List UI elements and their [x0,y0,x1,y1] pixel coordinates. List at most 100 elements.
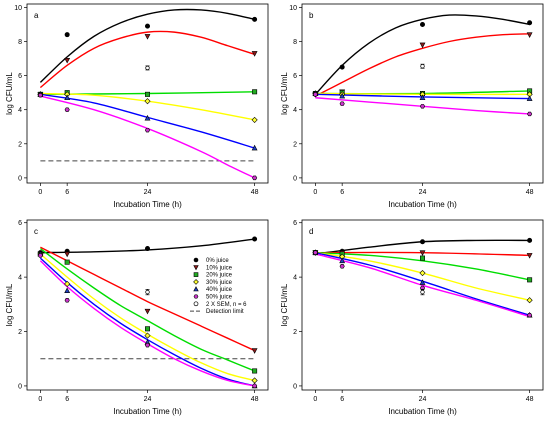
x-tick-label: 0 [38,396,42,403]
y-tick-label: 2 [293,329,297,336]
fit-curve-0-juice [314,14,530,95]
x-tick-label: 24 [144,189,152,196]
x-tick-label: 6 [65,396,69,403]
data-point-0-juice [145,23,151,29]
legend-label-20-juice: 20% juice [206,273,233,279]
data-point-40-juice [64,94,71,101]
panel-letter: b [309,11,314,20]
data-point-20-juice [419,255,425,261]
x-tick-label: 0 [38,189,42,196]
data-point-0-juice [252,16,258,22]
x-tick-label: 48 [526,396,534,403]
data-point-30-juice [64,280,71,287]
data-point-30-juice [251,116,258,123]
y-tick-label: 4 [18,107,22,114]
sem-marker [420,289,425,295]
data-point-0-juice [419,239,425,245]
legend-label-40-juice: 40% juice [206,287,233,293]
data-point-0-juice [145,246,151,252]
data-point-50-juice [419,104,426,109]
y-tick-label: 0 [293,383,297,390]
fit-curve-50-juice [40,95,255,179]
data-point-10-juice [64,251,71,258]
data-point-50-juice [37,93,43,98]
data-point-50-juice [144,127,151,133]
y-axis-title: log CFU/mL [280,283,289,326]
y-tick-label: 0 [293,175,297,182]
data-point-20-juice [145,326,151,332]
legend-swatch-20-juice [193,272,199,277]
data-point-40-juice [339,92,346,99]
x-axis-title: Incubation Time (h) [113,407,182,416]
data-point-0-juice [527,237,533,243]
y-tick-label: 6 [18,220,22,227]
data-point-10-juice [526,32,533,38]
data-point-20-juice [252,89,258,95]
data-point-10-juice [251,51,258,57]
data-point-10-juice [144,34,151,40]
legend-label-detection-limit: Detection limit [206,309,244,315]
y-tick-label: 8 [293,39,297,46]
data-point-50-juice [312,92,318,97]
legend-label-10-juice: 10% juice [206,265,233,271]
plot-frame [301,219,544,391]
data-point-10-juice [419,250,426,256]
data-point-30-juice [419,269,426,277]
legend-swatch-40-juice [193,286,199,292]
y-tick-label: 0 [18,175,22,182]
y-tick-label: 10 [14,5,22,12]
data-point-0-juice [419,21,425,27]
legend-swatch-30-juice [193,279,199,285]
x-tick-label: 6 [340,396,344,403]
y-tick-label: 4 [293,107,297,114]
y-tick-label: 2 [293,141,297,148]
data-point-50-juice [252,175,258,181]
data-point-40-juice [419,94,426,101]
data-point-40-juice [419,279,426,285]
data-point-0-juice [339,64,345,70]
y-tick-label: 6 [18,73,22,80]
x-tick-label: 48 [251,396,259,403]
x-axis-title: Incubation Time (h) [113,200,182,209]
legend-swatch-0-juice [193,257,199,263]
legend-label-2-x-sem-n-6: 2 X SEM, n = 6 [206,302,247,308]
data-point-30-juice [526,297,533,304]
fit-curve-10-juice [40,246,255,352]
data-point-50-juice [312,250,318,255]
data-point-10-juice [144,308,151,315]
legend-swatch-10-juice [193,265,199,271]
data-point-40-juice [526,95,533,101]
panel-letter: c [34,227,38,236]
fit-curve-10-juice [315,33,530,97]
y-tick-label: 6 [293,73,297,80]
data-point-40-juice [251,144,258,151]
data-point-0-juice [252,236,258,242]
x-tick-label: 24 [419,396,427,403]
data-point-40-juice [144,114,151,121]
panel-letter: d [309,227,313,236]
data-point-50-juice [252,383,258,389]
x-tick-label: 6 [340,189,344,196]
data-point-30-juice [144,98,151,105]
sem-marker [420,64,425,69]
x-tick-label: 6 [65,189,69,196]
y-axis-title: log CFU/mL [5,72,14,115]
sem-marker [145,289,150,295]
y-tick-label: 2 [18,329,22,336]
data-point-20-juice [145,91,151,97]
y-axis-title: log CFU/mL [280,72,289,115]
data-point-20-juice [64,259,70,265]
x-axis-title: Incubation Time (h) [388,200,457,209]
y-tick-label: 4 [293,275,297,282]
legend-label-0-juice: 0% juice [206,258,229,264]
y-tick-label: 4 [18,275,22,282]
data-point-30-juice [251,377,258,384]
data-point-50-juice [64,107,70,112]
x-tick-label: 48 [526,189,534,196]
fit-curve-20-juice [315,251,530,281]
